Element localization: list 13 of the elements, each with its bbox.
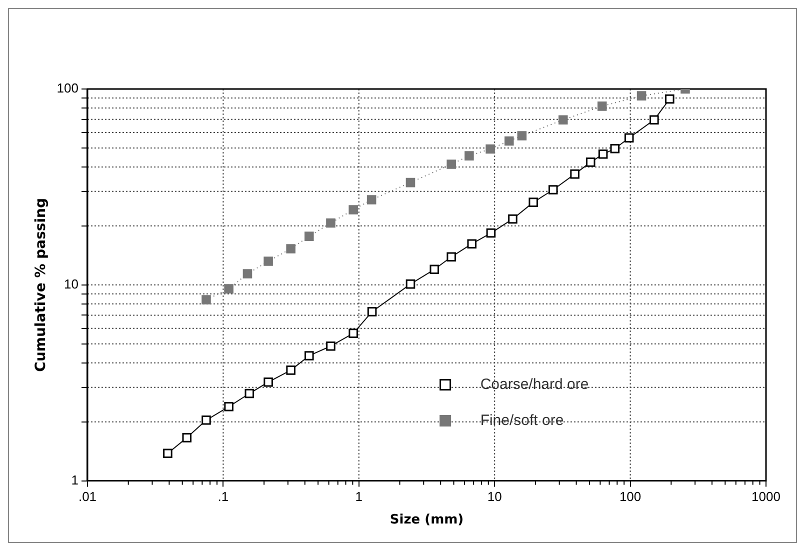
x-tick-label: 1000: [752, 489, 780, 504]
x-tick-label: 100: [619, 489, 642, 504]
x-tick-label: 1: [355, 489, 363, 504]
y-tick-label: 10: [64, 276, 78, 292]
x-tick-label: .1: [218, 489, 229, 504]
x-tick-label: .01: [78, 489, 97, 504]
x-axis-title: Size (mm): [390, 512, 464, 528]
y-tick-label: 1: [71, 472, 78, 488]
legend-label: Coarse/hard ore: [480, 376, 589, 393]
x-tick-label: 10: [487, 489, 502, 504]
legend-label: Fine/soft ore: [480, 412, 564, 429]
y-axis-title: Cumulative % passing: [33, 198, 50, 372]
y-tick-label: 100: [56, 80, 78, 96]
